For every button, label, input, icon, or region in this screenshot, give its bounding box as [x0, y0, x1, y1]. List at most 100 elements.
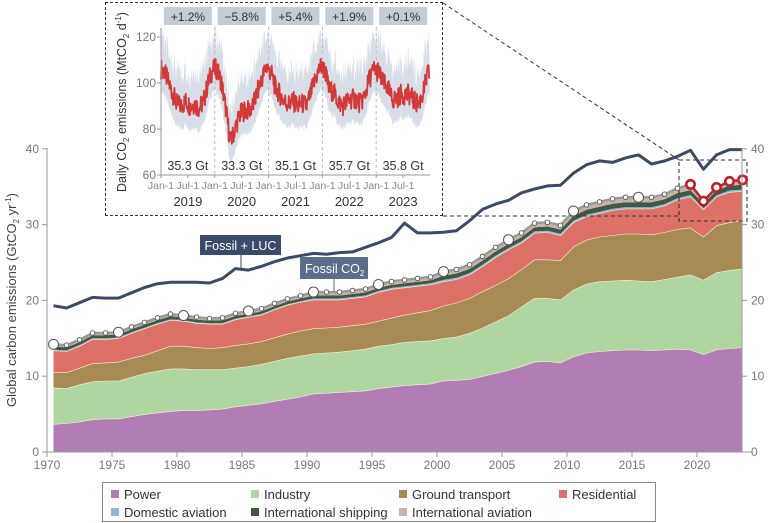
legend-swatch [399, 508, 407, 516]
point-fossil-co2-1985 [243, 305, 254, 317]
point-fossil-co2-2004 [492, 244, 499, 251]
legend-item-industry: Industry [251, 485, 399, 503]
legend: Power Industry Ground transport Resident… [102, 482, 656, 522]
point-fossil-co2-1983 [219, 315, 226, 321]
point-fossil-co2-1979 [167, 311, 174, 317]
point-fossil-co2-1992 [336, 289, 343, 295]
legend-item-international-aviation: International aviation [399, 503, 559, 521]
line-labels: Fossil + LUC Fossil CO2 [200, 235, 368, 292]
x-tick-label: 2015 [619, 458, 646, 472]
area-power [53, 347, 743, 452]
point-fossil-co2-1990 [308, 286, 319, 298]
y-tick-label-left: 20 [26, 293, 40, 307]
legend-swatch [251, 490, 259, 498]
point-fossil-co2-2001 [453, 266, 460, 273]
x-tick-label: 1980 [164, 458, 191, 472]
point-fossil-co2-2015 [633, 191, 644, 203]
point-fossil-co2-2014 [622, 194, 629, 201]
point-fossil-co2-1999 [427, 274, 434, 280]
point-fossil-co2-2009 [557, 222, 564, 229]
point-fossil-co2-2020 [697, 195, 709, 207]
legend-label: Power [124, 486, 161, 502]
point-fossil-co2-2017 [661, 191, 668, 198]
legend-swatch [111, 490, 119, 498]
x-tick-label: 1985 [229, 458, 256, 472]
zoom-region-box [442, 2, 748, 222]
point-fossil-co2-1973 [89, 330, 96, 336]
point-fossil-co2-1988 [284, 296, 291, 302]
area-residential [53, 191, 743, 373]
point-fossil-co2-1976 [128, 324, 135, 330]
x-tick-label: 1990 [294, 458, 321, 472]
point-fossil-co2-2018 [674, 185, 681, 191]
legend-swatch [399, 490, 407, 498]
point-fossil-co2-1991 [323, 289, 330, 295]
y-tick-label-left: 0 [32, 445, 39, 459]
y-tick-label-left: 10 [26, 369, 40, 383]
y-tick-label-right: 20 [751, 293, 765, 307]
x-tick-label: 2020 [684, 458, 711, 472]
legend-item-power: Power [111, 485, 251, 503]
point-fossil-co2-1997 [401, 277, 408, 283]
legend-swatch [559, 490, 567, 498]
point-fossil-co2-1986 [258, 305, 265, 312]
y-tick-label-right: 0 [751, 445, 758, 459]
point-fossil-co2-2011 [583, 202, 590, 208]
point-fossil-co2-1972 [76, 337, 83, 343]
y-tick-label-left: 30 [26, 218, 40, 232]
point-fossil-co2-1970 [48, 338, 59, 350]
point-fossil-co2-1996 [388, 278, 395, 285]
point-fossil-co2-2010 [568, 205, 579, 217]
point-fossil-co2-1998 [414, 275, 421, 282]
legend-label: International shipping [264, 504, 388, 520]
y-tick-label-left: 40 [26, 142, 40, 156]
legend-label: Industry [264, 486, 311, 502]
area-industry [53, 268, 743, 424]
y-tick-label-right: 10 [751, 369, 765, 383]
point-fossil-co2-2022 [723, 175, 735, 187]
legend-label: Ground transport [412, 486, 511, 502]
area-ground-transport [53, 220, 743, 389]
point-fossil-co2-2003 [479, 253, 486, 260]
legend-item-residential: Residential [559, 485, 659, 503]
legend-item-ground-transport: Ground transport [399, 485, 559, 503]
legend-label: Domestic aviation [124, 504, 227, 520]
point-fossil-co2-2005 [503, 234, 514, 246]
x-tick-label: 2005 [489, 458, 516, 472]
legend-swatch [111, 508, 119, 516]
legend-item-international-shipping: International shipping [251, 503, 399, 521]
point-fossil-co2-1971 [63, 342, 70, 348]
point-fossil-co2-1974 [102, 330, 109, 336]
point-fossil-co2-2021 [710, 181, 722, 193]
x-tick-label: 1970 [34, 458, 61, 472]
point-fossil-co2-2000 [438, 266, 449, 278]
point-fossil-co2-2012 [596, 199, 603, 205]
y-tick-label-right: 30 [751, 218, 765, 232]
connector-line-top [442, 2, 680, 161]
point-fossil-co2-1975 [113, 326, 124, 338]
stacked-areas [53, 180, 743, 452]
point-fossil-co2-2013 [609, 196, 616, 202]
point-fossil-co2-2008 [544, 219, 551, 226]
point-fossil-co2-2006 [518, 230, 525, 236]
label-fossil-luc: Fossil + LUC [205, 239, 277, 253]
point-fossil-co2-1989 [297, 293, 304, 299]
lines-layer [48, 148, 748, 350]
inset-frame [105, 2, 443, 216]
legend-label: Residential [572, 486, 637, 502]
point-fossil-co2-1993 [349, 287, 356, 294]
x-tick-label: 2000 [424, 458, 451, 472]
x-tick-label: 2010 [554, 458, 581, 472]
legend-label: International aviation [412, 504, 532, 520]
y-axis-title: Global carbon emissions (GtCO2 yr-1) [4, 193, 21, 407]
line-fossil-luc [53, 148, 743, 310]
point-fossil-co2-1987 [271, 300, 278, 307]
point-fossil-co2-1982 [206, 315, 213, 322]
point-fossil-co2-2002 [466, 262, 473, 268]
label-box-fossil-luc [200, 235, 281, 255]
label-box-fossil-co2 [300, 257, 368, 279]
point-fossil-co2-2007 [531, 220, 538, 226]
